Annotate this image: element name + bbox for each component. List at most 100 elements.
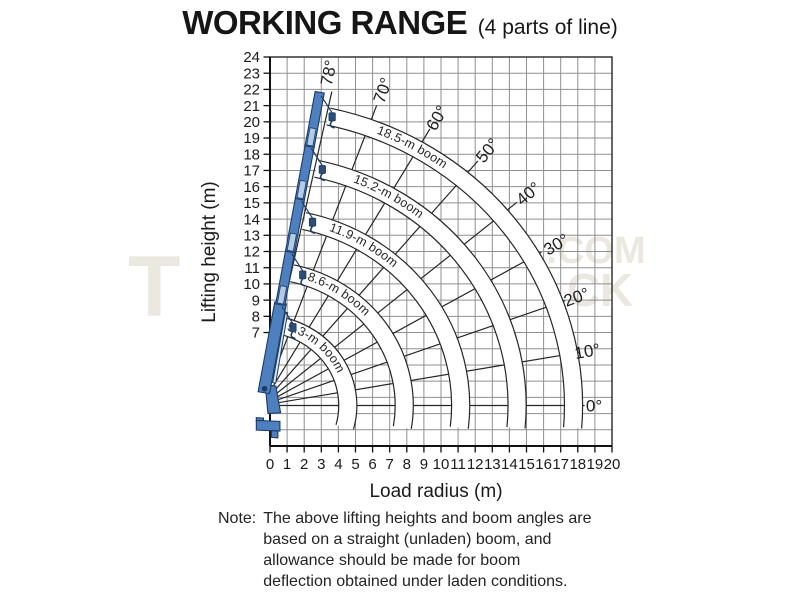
- boom-section-inner-11.9: [286, 232, 297, 252]
- angle-label-70: 70°: [370, 75, 397, 106]
- watermark-fragment: T: [128, 239, 181, 335]
- crane-bed: [255, 419, 281, 432]
- note-line-2: based on a straight (unladen) boom, and: [263, 531, 552, 548]
- boom-section-inner-15.2: [296, 179, 307, 200]
- note-line-1: The above lifting heights and boom angle…: [263, 510, 592, 527]
- x-tick-label-12: 12: [467, 456, 484, 473]
- y-tick-label-19: 19: [243, 130, 260, 147]
- boom-arc-outer-5.3: [281, 316, 358, 430]
- hook-cable-8.6: [291, 253, 304, 272]
- x-tick-label-5: 5: [351, 456, 359, 473]
- boom-length-arcs: [277, 107, 584, 430]
- x-axis-title: Load radius (m): [369, 481, 502, 502]
- angle-label-40: 40°: [513, 178, 545, 209]
- x-tick-label-2: 2: [300, 456, 308, 473]
- y-tick-label-9: 9: [252, 292, 260, 309]
- x-tick-label-0: 0: [266, 456, 274, 473]
- y-tick-label-13: 13: [243, 227, 260, 244]
- boom-label-15.2: 15.2-m boom: [352, 172, 426, 221]
- y-tick-label-12: 12: [243, 244, 260, 261]
- boom-arc-outer-18.5: [330, 107, 584, 429]
- crane-illustration: [255, 90, 336, 439]
- boom-angle-line-60: [270, 128, 431, 393]
- x-tick-label-13: 13: [484, 456, 501, 473]
- x-tick-label-19: 19: [587, 456, 604, 473]
- title-suffix: (4 parts of line): [477, 16, 618, 39]
- boom-arc-band-18.5: [326, 108, 583, 429]
- hook-block-11.9: [308, 217, 317, 227]
- boom-angle-lines: [270, 91, 585, 407]
- y-tick-label-17: 17: [243, 163, 260, 180]
- x-tick-label-20: 20: [604, 456, 621, 473]
- boom-angle-line-30: [270, 251, 542, 402]
- x-tick-label-18: 18: [569, 456, 586, 473]
- y-tick-label-20: 20: [243, 114, 260, 131]
- hook-icon-15.2: [319, 173, 326, 182]
- y-tick-label-10: 10: [243, 276, 260, 293]
- title-text: WORKING RANGE: [182, 4, 468, 41]
- hook-cable-11.9: [301, 200, 314, 219]
- x-tick-label-1: 1: [283, 456, 291, 473]
- boom-arc-band-11.9: [302, 212, 470, 429]
- y-tick-label-23: 23: [243, 65, 260, 82]
- boom-arc-inner-18.5: [326, 124, 566, 428]
- boom-arc-outer-15.2: [318, 159, 527, 429]
- page-title: WORKING RANGE (4 parts of line): [0, 4, 800, 42]
- hook-block-18.5: [328, 112, 336, 122]
- note-line-4: deflection obtained under laden conditio…: [263, 573, 568, 590]
- y-tick-label-24: 24: [243, 49, 260, 66]
- note-line-3: allowance should be made for boom: [263, 552, 521, 569]
- hook-icon-18.5: [329, 120, 335, 129]
- boom-arc-outer-11.9: [306, 212, 471, 429]
- x-tick-label-9: 9: [420, 456, 428, 473]
- boom-arc-inner-8.6: [290, 281, 396, 427]
- angle-label-0: 0°: [586, 396, 602, 415]
- y-tick-label-16: 16: [243, 179, 260, 196]
- hook-block-8.6: [299, 270, 307, 280]
- y-tick-label-21: 21: [243, 98, 260, 115]
- x-tick-label-4: 4: [334, 456, 342, 473]
- boom-arc-outer-8.6: [293, 264, 414, 430]
- hook-cable-15.2: [310, 148, 323, 166]
- boom-arc-inner-15.2: [314, 176, 509, 428]
- y-tick-label-14: 14: [243, 211, 260, 228]
- boom-angle-line-10: [270, 351, 580, 405]
- y-tick-label-11: 11: [244, 260, 260, 277]
- y-tick-label-7: 7: [252, 325, 260, 342]
- crane-cylinder: [272, 311, 289, 384]
- hook-cable-18.5: [320, 95, 333, 114]
- hook-icon-5.3: [290, 331, 296, 340]
- boom-section-inner-18.5: [306, 127, 317, 147]
- x-tick-label-8: 8: [403, 456, 411, 473]
- x-tick-label-7: 7: [386, 456, 394, 473]
- boom-arc-inner-11.9: [302, 228, 453, 427]
- x-tick-label-3: 3: [317, 456, 325, 473]
- note-lines: The above lifting heights and boom angle…: [263, 508, 591, 592]
- hook-icon-11.9: [309, 225, 316, 234]
- boom-angle-line-40: [270, 201, 518, 400]
- crane-outrigger-pad: [270, 430, 279, 439]
- angle-label-10: 10°: [573, 340, 602, 363]
- note: Note: The above lifting heights and boom…: [218, 508, 591, 592]
- y-tick-label-15: 15: [243, 195, 260, 212]
- boom-arc-band-8.6: [290, 264, 414, 429]
- boom-arc-band-15.2: [314, 160, 527, 429]
- x-tick-label-11: 11: [450, 456, 466, 473]
- axis-ticks: 0 1 2 3 4 5 6 7 8 9 10 11 12 13 14 15 16 17 18 19 2024232221…: [243, 49, 620, 473]
- hook-block-5.3: [289, 323, 297, 332]
- y-axis-title: Lifting height (m): [199, 181, 220, 323]
- x-tick-label-14: 14: [501, 456, 518, 473]
- x-tick-label-16: 16: [535, 456, 552, 473]
- boom-section-5.3: [257, 301, 287, 395]
- x-tick-label-6: 6: [368, 456, 376, 473]
- boom-section-inner-8.6: [276, 285, 288, 305]
- boom-pivot-pin: [261, 385, 268, 392]
- hook-icon-8.6: [300, 278, 306, 287]
- x-tick-label-10: 10: [433, 456, 450, 473]
- note-label: Note:: [218, 510, 257, 527]
- boom-arc-inner-5.3: [277, 333, 340, 425]
- boom-angle-line-50: [270, 160, 479, 397]
- hook-cable-5.3: [281, 306, 294, 324]
